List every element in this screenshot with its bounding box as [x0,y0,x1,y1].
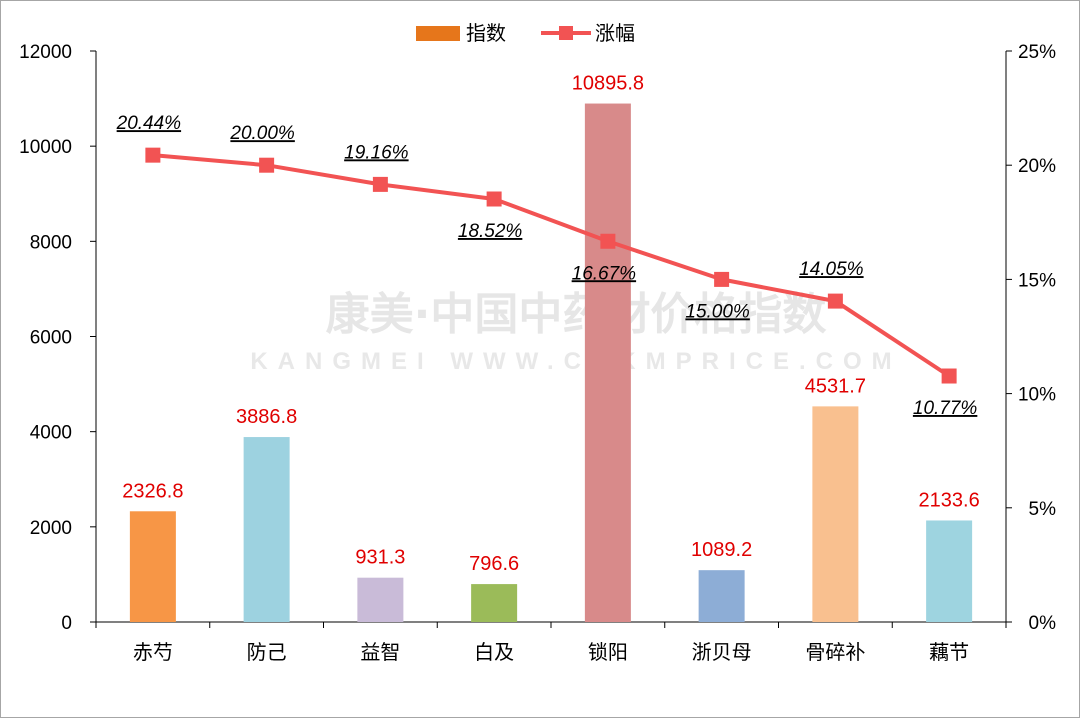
bar-value-label: 3886.8 [236,406,297,428]
bar-value-label: 931.3 [355,547,405,569]
bar [471,584,518,622]
right-tick-label: 10% [1018,385,1056,406]
watermark-line1: 康美·中国中药材价格指数 [326,289,827,340]
bar-value-label: 10895.8 [572,73,644,95]
left-tick-label: 10000 [19,137,72,158]
category-label: 浙贝母 [692,640,752,664]
line-marker [372,176,388,192]
left-tick-label: 6000 [30,328,72,349]
left-tick-label: 4000 [30,423,72,444]
line-value-label: 20.00% [229,123,295,144]
line-value-label: 14.05% [799,259,864,280]
bar [357,577,404,622]
bar-value-label: 2326.8 [122,480,183,502]
legend-bar-label: 指数 [466,21,506,45]
line-series [145,147,957,384]
line-marker [714,271,730,287]
category-label: 藕节 [929,640,969,664]
bar-value-label: 796.6 [469,553,519,575]
watermark: 康美·中国中药材价格指数 KANGMEI WWW.CNKMPRICE.COM [250,289,901,375]
line-path [152,153,951,378]
right-axis-ticks: 0% 5% 10% 15% 20% 25% [1006,42,1056,634]
right-tick-label: 20% [1018,156,1056,177]
bar-value-labels: 2326.8 3886.8 931.3 796.6 10895.8 1089.2 4531.… [122,73,979,576]
line-marker [941,368,957,384]
line-marker [145,147,161,163]
watermark-line2: KANGMEI WWW.CNKMPRICE.COM [250,348,901,375]
bar [812,406,859,622]
category-label: 锁阳 [588,640,628,664]
left-tick-label: 0 [61,613,72,634]
line-value-label: 20.44% [116,113,182,134]
line-marker [486,191,502,207]
bar [243,437,290,622]
line-value-label: 18.52% [458,221,523,242]
line-value-labels: 20.44% 20.00% 19.16% 18.52% 16.67% 15.00% 14.0… [116,113,978,419]
category-label: 防己 [247,640,287,664]
bar-value-label: 2133.6 [919,489,980,511]
left-tick-label: 12000 [19,42,72,63]
line-value-label: 16.67% [572,263,637,284]
category-label: 益智 [360,640,400,664]
bar-series [129,103,973,623]
right-tick-label: 15% [1018,270,1056,291]
line-marker [600,233,616,249]
legend: 指数 涨幅 [416,21,635,45]
bar [129,511,176,622]
bar-value-label: 1089.2 [691,539,752,561]
line-value-label: 10.77% [913,398,978,419]
legend-bar-swatch [416,26,460,41]
right-tick-label: 0% [1029,613,1057,634]
line-value-label: 19.16% [344,142,409,163]
bar [698,570,745,622]
bar [584,103,631,623]
left-axis-ticks: 0 2000 4000 6000 8000 10000 12000 [19,42,96,634]
line-marker [827,293,843,309]
right-tick-label: 5% [1029,499,1057,520]
left-tick-label: 8000 [30,232,72,253]
bar-value-label: 4531.7 [805,375,866,397]
legend-line-label: 涨幅 [595,21,635,45]
category-labels: 赤芍 防己 益智 白及 锁阳 浙贝母 骨碎补 藕节 [95,622,1007,664]
line-marker [259,157,275,173]
bar [926,520,973,622]
category-label: 白及 [474,640,514,664]
category-label: 骨碎补 [805,640,865,664]
legend-line-marker [559,26,573,40]
category-label: 赤芍 [133,640,173,664]
line-value-label: 15.00% [685,301,750,322]
right-tick-label: 25% [1018,42,1056,63]
left-tick-label: 2000 [30,518,72,539]
